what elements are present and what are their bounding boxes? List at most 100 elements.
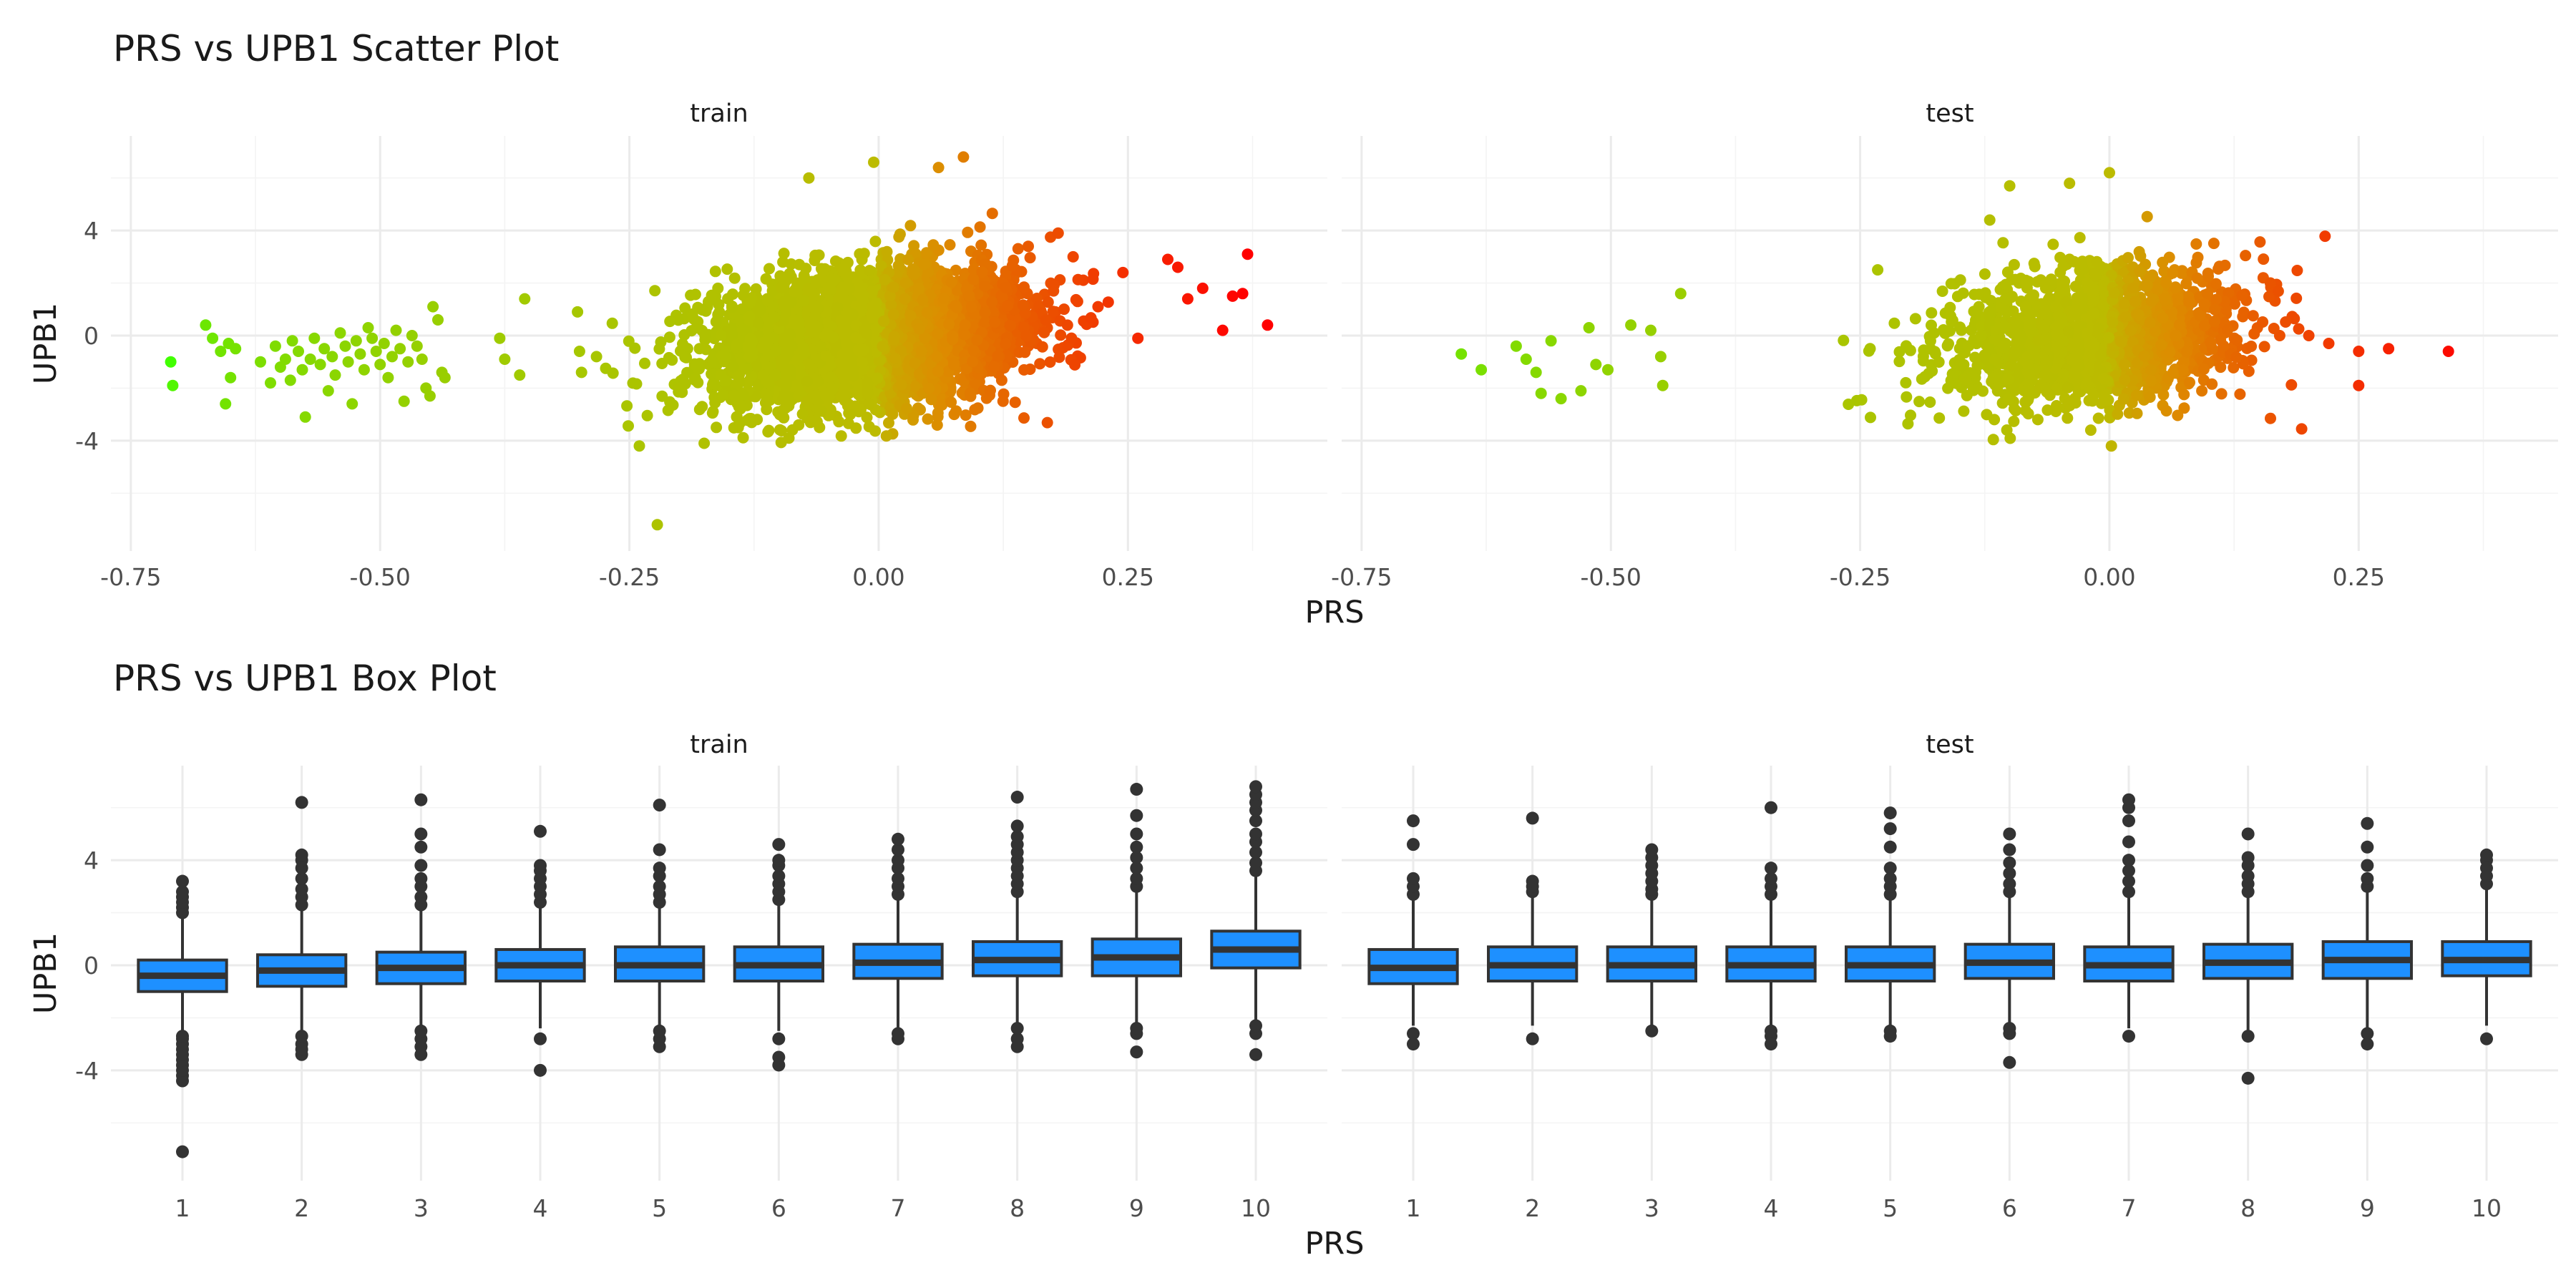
scatter-point <box>1262 319 1274 331</box>
scatter-point <box>988 361 1000 373</box>
scatter-point <box>819 331 831 343</box>
scatter-point <box>908 265 920 277</box>
scatter-point <box>804 416 816 429</box>
scatter-points <box>1455 167 2454 452</box>
scatter-point <box>656 390 668 402</box>
scatter-point <box>1024 252 1036 264</box>
scatter-point <box>639 357 650 369</box>
scatter-point <box>572 306 584 318</box>
scatter-point <box>889 352 901 364</box>
scatter-point <box>734 417 746 429</box>
scatter-point <box>1117 266 1129 278</box>
scatter-point <box>967 344 980 356</box>
scatter-point <box>904 220 917 232</box>
scatter-point <box>2196 385 2208 397</box>
scatter-point <box>1038 326 1050 338</box>
y-tick-label: 4 <box>84 217 99 245</box>
scatter-point <box>992 350 1004 362</box>
scatter-point <box>1005 319 1017 331</box>
scatter-point <box>947 333 959 346</box>
scatter-point <box>1072 273 1084 286</box>
scatter-point <box>957 151 970 163</box>
scatter-point <box>706 407 718 419</box>
scatter-point <box>801 376 813 387</box>
scatter-point <box>880 430 892 442</box>
scatter-point <box>2084 424 2097 436</box>
scatter-point <box>708 379 721 391</box>
scatter-point <box>715 369 727 381</box>
scatter-point <box>726 301 738 313</box>
scatter-point <box>869 235 882 248</box>
scatter-point <box>979 306 991 318</box>
scatter-point <box>519 293 531 305</box>
scatter-point <box>971 334 983 346</box>
scatter-point <box>378 338 390 349</box>
scatter-point <box>852 344 864 356</box>
scatter-point <box>985 384 996 396</box>
scatter-point <box>728 272 741 284</box>
scatter-point <box>917 294 929 306</box>
scatter-point <box>829 255 841 267</box>
scatter-point <box>366 332 379 344</box>
scatter-point <box>200 319 212 331</box>
scatter-point <box>2131 407 2143 419</box>
scatter-point <box>165 356 177 368</box>
scatter-point <box>784 364 796 376</box>
scatter-point <box>794 324 806 336</box>
scatter-point <box>230 343 242 355</box>
scatter-point <box>779 271 791 283</box>
scatter-point <box>1236 288 1249 300</box>
scatter-point <box>1034 358 1046 370</box>
scatter-point <box>835 430 847 442</box>
y-tick-label: 0 <box>84 322 99 350</box>
scatter-point <box>709 265 721 278</box>
scatter-point <box>304 353 316 365</box>
scatter-point <box>1061 319 1073 331</box>
scatter-point <box>769 369 781 381</box>
scatter-point <box>326 351 338 363</box>
scatter-point <box>805 326 817 338</box>
scatter-point <box>899 293 911 305</box>
scatter-point <box>711 421 723 434</box>
scatter-point <box>969 377 981 389</box>
scatter-point <box>997 395 1009 407</box>
scatter-point <box>1936 286 1948 297</box>
scatter-point <box>945 276 957 288</box>
scatter-point <box>641 409 653 421</box>
scatter-point <box>2296 423 2308 435</box>
scatter-point <box>950 301 962 313</box>
y-tick-label: -4 <box>75 427 99 455</box>
scatter-point <box>746 336 758 348</box>
scatter-point <box>803 172 815 184</box>
scatter-point <box>861 411 873 424</box>
scatter-point <box>887 308 899 321</box>
scatter-point <box>863 398 875 410</box>
scatter-point <box>974 221 986 233</box>
scatter-point <box>2291 265 2303 276</box>
scatter-point <box>879 274 891 286</box>
scatter-point <box>698 437 711 449</box>
scatter-point <box>1987 434 1999 446</box>
scatter-point <box>965 301 977 313</box>
scatter-point <box>1085 312 1097 324</box>
scatter-point <box>1196 282 1209 294</box>
scatter-point <box>899 277 912 289</box>
scatter-point <box>1067 250 1079 263</box>
scatter-point <box>1087 273 1099 286</box>
scatter-point <box>2074 232 2086 244</box>
scatter-point <box>815 405 827 417</box>
scatter-point <box>802 283 814 295</box>
scatter-point <box>354 348 366 360</box>
scatter-point <box>1040 314 1052 326</box>
scatter-point <box>858 248 870 260</box>
scatter-point <box>342 356 354 368</box>
scatter-point <box>785 296 797 308</box>
scatter-point <box>887 281 899 293</box>
scatter-point <box>402 356 414 368</box>
scatter-point <box>922 413 934 425</box>
scatter-point <box>1047 306 1059 318</box>
scatter-point <box>1036 341 1048 353</box>
scatter-point <box>1058 303 1070 316</box>
scatter-point <box>293 346 304 357</box>
scatter-point <box>1933 412 1946 424</box>
